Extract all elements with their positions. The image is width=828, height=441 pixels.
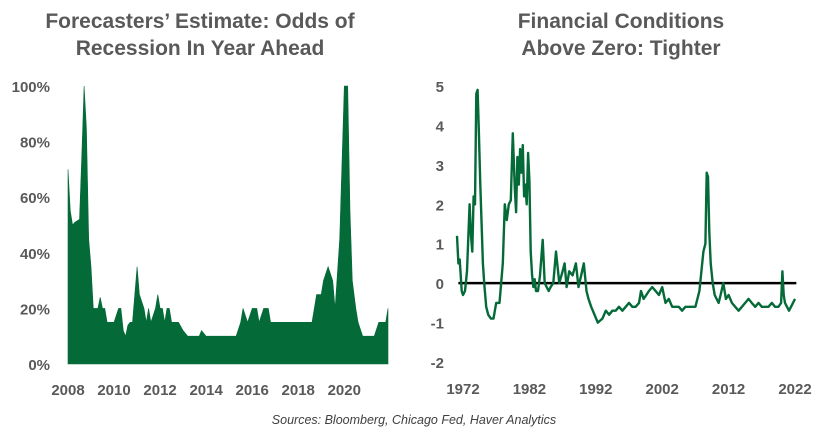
left-x-tick-label: 2008 [51, 382, 84, 399]
left-y-tick-label: 80% [20, 135, 50, 152]
left-y-tick-label: 60% [20, 190, 50, 207]
left-y-tick-label: 20% [20, 301, 50, 318]
right-x-tick-label: 1992 [579, 381, 612, 398]
right-chart-title-line-2: Above Zero: Tighter [521, 37, 721, 60]
right-y-tick-label: 3 [436, 158, 444, 175]
left-x-tick-label: 2018 [282, 382, 315, 399]
right-y-tick-label: 5 [436, 79, 444, 96]
left-x-tick-label: 2016 [235, 382, 268, 399]
right-y-tick-label: 4 [436, 118, 445, 135]
left-x-tick-label: 2020 [328, 382, 361, 399]
right-y-tick-label: -1 [431, 316, 444, 333]
recession-odds-area [67, 85, 389, 365]
right-y-tick-label: 2 [436, 197, 444, 214]
right-x-tick-label: 1982 [513, 381, 546, 398]
left-chart-title-line-2: Recession In Year Ahead [75, 37, 325, 60]
left-y-tick-label: 100% [12, 79, 50, 96]
right-chart-title-line-1: Financial Conditions [517, 10, 725, 33]
right-x-tick-label: 2022 [778, 381, 811, 398]
left-y-tick-label: 40% [20, 246, 50, 263]
left-x-tick-label: 2012 [143, 382, 176, 399]
left-x-tick-label: 2010 [97, 382, 130, 399]
left-y-tick-label: 0% [28, 357, 50, 374]
right-y-tick-label: -2 [431, 355, 444, 372]
left-x-tick-label: 2014 [189, 382, 223, 399]
financial-conditions-line [455, 88, 797, 324]
left-chart-title-line-1: Forecasters’ Estimate: Odds of [45, 10, 355, 33]
right-x-tick-label: 1972 [446, 381, 479, 398]
right-x-tick-label: 2012 [712, 381, 745, 398]
left-chart-title: Forecasters’ Estimate: Odds of Recession… [0, 8, 400, 62]
right-x-tick-label: 2002 [646, 381, 679, 398]
right-chart-title: Financial Conditions Above Zero: Tighter [414, 8, 828, 62]
right-y-tick-label: 1 [436, 237, 444, 254]
source-note: Sources: Bloomberg, Chicago Fed, Haver A… [271, 413, 557, 427]
right-y-tick-label: 0 [436, 276, 444, 293]
